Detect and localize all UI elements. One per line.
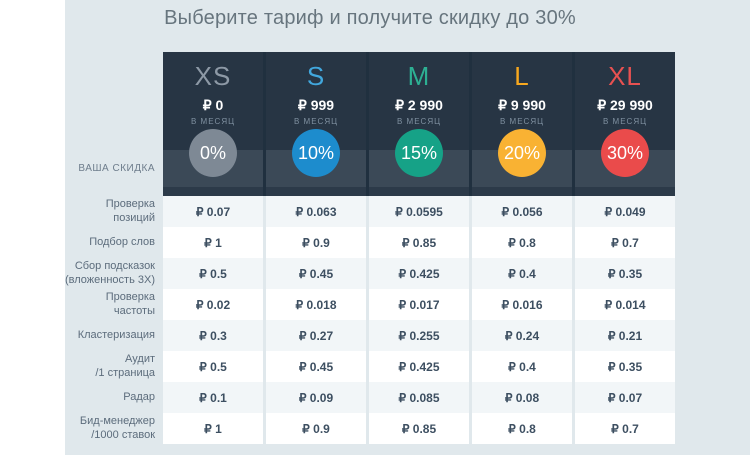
row-label: Радар bbox=[123, 390, 155, 403]
table-row: ₽ 1 ₽ 0.9 ₽ 0.85 ₽ 0.8 ₽ 0.7 bbox=[163, 413, 675, 444]
price-cell: ₽ 0.014 bbox=[575, 289, 675, 320]
price-cell: ₽ 0.85 bbox=[369, 227, 469, 258]
tariff-period: в месяц bbox=[499, 117, 545, 126]
price-cell: ₽ 0.45 bbox=[266, 351, 366, 382]
tariff-name: XL bbox=[608, 61, 642, 91]
discount-badge: 30% bbox=[601, 129, 649, 177]
price-cell: ₽ 0.02 bbox=[163, 289, 263, 320]
price-cell: ₽ 0.07 bbox=[575, 382, 675, 413]
tariff-header: XS ₽ 0 в месяц bbox=[163, 52, 263, 150]
price-cell: ₽ 0.24 bbox=[472, 320, 572, 351]
panel-bottom-strip bbox=[472, 187, 572, 196]
price-cell: ₽ 0.7 bbox=[575, 227, 675, 258]
price-cell: ₽ 0.1 bbox=[163, 382, 263, 413]
table-row: ₽ 0.02 ₽ 0.018 ₽ 0.017 ₽ 0.016 ₽ 0.014 bbox=[163, 289, 675, 320]
price-cell: ₽ 0.35 bbox=[575, 351, 675, 382]
table-row: ₽ 0.1 ₽ 0.09 ₽ 0.085 ₽ 0.08 ₽ 0.07 bbox=[163, 382, 675, 413]
panel-bottom-strip bbox=[575, 187, 675, 196]
discount-badge: 15% bbox=[395, 129, 443, 177]
tariff-price: ₽ 999 bbox=[297, 97, 335, 113]
row-label: Проверка позиций bbox=[105, 198, 155, 224]
row-label: Проверка частоты bbox=[105, 291, 155, 317]
table-row: ₽ 0.07 ₽ 0.063 ₽ 0.0595 ₽ 0.056 ₽ 0.049 bbox=[163, 196, 675, 227]
tariff-price: ₽ 2 990 bbox=[395, 97, 443, 113]
price-cell: ₽ 0.7 bbox=[575, 413, 675, 444]
price-cell: ₽ 0.8 bbox=[472, 227, 572, 258]
price-cell: ₽ 1 bbox=[163, 413, 263, 444]
page-title: Выберите тариф и получите скидку до 30% bbox=[164, 7, 576, 29]
tariff-column-l[interactable]: L ₽ 9 990 в месяц 20% bbox=[472, 52, 572, 196]
tariff-price: ₽ 29 990 bbox=[597, 97, 653, 113]
tariff-name: L bbox=[514, 61, 530, 91]
price-cell: ₽ 0.85 bbox=[369, 413, 469, 444]
row-label: Бид-менеджер /1000 ставок bbox=[79, 415, 155, 441]
price-cell: ₽ 0.5 bbox=[163, 258, 263, 289]
table-row: ₽ 0.5 ₽ 0.45 ₽ 0.425 ₽ 0.4 ₽ 0.35 bbox=[163, 258, 675, 289]
row-label: Аудит /1 страница bbox=[95, 353, 155, 379]
tariff-period: в месяц bbox=[396, 117, 442, 126]
pricing-grid: ₽ 0.07 ₽ 0.063 ₽ 0.0595 ₽ 0.056 ₽ 0.049 … bbox=[163, 196, 675, 444]
tariff-price: ₽ 9 990 bbox=[498, 97, 546, 113]
tariff-period: в месяц bbox=[190, 117, 236, 126]
row-label: Подбор слов bbox=[89, 235, 155, 248]
tariff-column-xl[interactable]: XL ₽ 29 990 в месяц 30% bbox=[575, 52, 675, 196]
discount-badge: 0% bbox=[189, 129, 237, 177]
feature-labels-column: Проверка позиций Подбор слов Сбор подска… bbox=[65, 196, 155, 444]
row-label: Кластеризация bbox=[77, 328, 155, 341]
price-cell: ₽ 0.056 bbox=[472, 196, 572, 227]
tariff-column-s[interactable]: S ₽ 999 в месяц 10% bbox=[266, 52, 366, 196]
discount-badge: 10% bbox=[292, 129, 340, 177]
price-cell: ₽ 0.063 bbox=[266, 196, 366, 227]
discount-badge: 20% bbox=[498, 129, 546, 177]
price-cell: ₽ 0.049 bbox=[575, 196, 675, 227]
price-cell: ₽ 0.9 bbox=[266, 227, 366, 258]
tariff-column-xs[interactable]: XS ₽ 0 в месяц 0% bbox=[163, 52, 263, 196]
price-cell: ₽ 0.4 bbox=[472, 258, 572, 289]
price-cell: ₽ 0.425 bbox=[369, 258, 469, 289]
panel-bottom-strip bbox=[163, 187, 263, 196]
panel-bottom-strip bbox=[369, 187, 469, 196]
price-cell: ₽ 1 bbox=[163, 227, 263, 258]
tariff-header: L ₽ 9 990 в месяц bbox=[472, 52, 572, 150]
price-cell: ₽ 0.07 bbox=[163, 196, 263, 227]
tariff-period: в месяц bbox=[602, 117, 648, 126]
row-label: Сбор подсказок (вложенность 3X) bbox=[65, 260, 155, 286]
price-cell: ₽ 0.085 bbox=[369, 382, 469, 413]
tariff-header-panel: XS ₽ 0 в месяц 0% S ₽ 999 в месяц 10% M … bbox=[163, 52, 675, 196]
tariff-period: в месяц bbox=[293, 117, 339, 126]
price-cell: ₽ 0.08 bbox=[472, 382, 572, 413]
panel-bottom-strip bbox=[266, 187, 366, 196]
tariff-name: XS bbox=[194, 61, 232, 91]
tariff-column-m[interactable]: M ₽ 2 990 в месяц 15% bbox=[369, 52, 469, 196]
price-cell: ₽ 0.35 bbox=[575, 258, 675, 289]
price-cell: ₽ 0.0595 bbox=[369, 196, 469, 227]
price-cell: ₽ 0.4 bbox=[472, 351, 572, 382]
price-cell: ₽ 0.255 bbox=[369, 320, 469, 351]
price-cell: ₽ 0.016 bbox=[472, 289, 572, 320]
table-row: ₽ 1 ₽ 0.9 ₽ 0.85 ₽ 0.8 ₽ 0.7 bbox=[163, 227, 675, 258]
price-cell: ₽ 0.27 bbox=[266, 320, 366, 351]
tariff-name: M bbox=[407, 61, 431, 91]
price-cell: ₽ 0.3 bbox=[163, 320, 263, 351]
tariff-name: S bbox=[306, 61, 326, 91]
discount-row-label: ВАША СКИДКА bbox=[78, 163, 155, 174]
price-cell: ₽ 0.5 bbox=[163, 351, 263, 382]
table-row: ₽ 0.5 ₽ 0.45 ₽ 0.425 ₽ 0.4 ₽ 0.35 bbox=[163, 351, 675, 382]
price-cell: ₽ 0.017 bbox=[369, 289, 469, 320]
price-cell: ₽ 0.9 bbox=[266, 413, 366, 444]
price-cell: ₽ 0.425 bbox=[369, 351, 469, 382]
price-cell: ₽ 0.09 bbox=[266, 382, 366, 413]
price-cell: ₽ 0.8 bbox=[472, 413, 572, 444]
price-cell: ₽ 0.018 bbox=[266, 289, 366, 320]
price-cell: ₽ 0.21 bbox=[575, 320, 675, 351]
price-cell: ₽ 0.45 bbox=[266, 258, 366, 289]
table-row: ₽ 0.3 ₽ 0.27 ₽ 0.255 ₽ 0.24 ₽ 0.21 bbox=[163, 320, 675, 351]
tariff-price: ₽ 0 bbox=[202, 97, 224, 113]
